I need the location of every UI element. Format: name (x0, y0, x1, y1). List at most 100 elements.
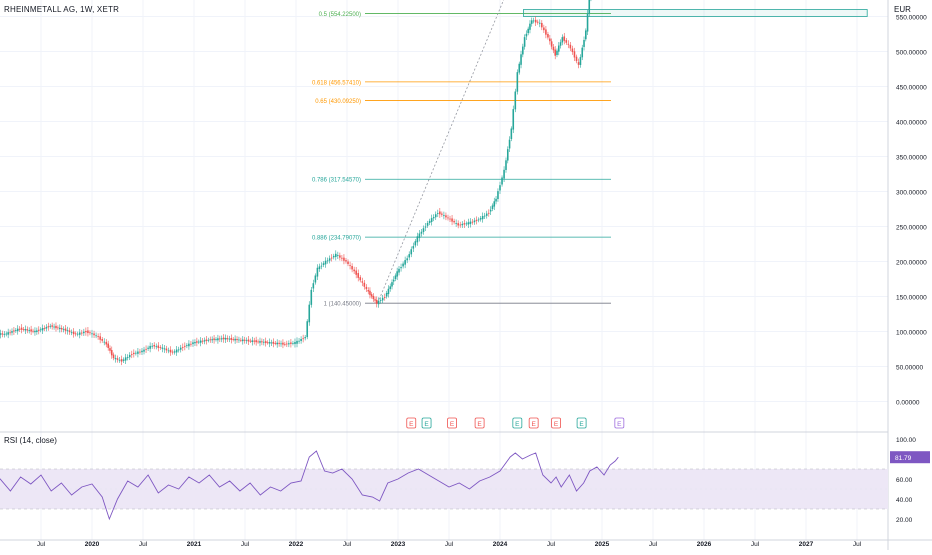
candle-body (416, 236, 419, 243)
earnings-marker (447, 417, 457, 429)
rsi-band (0, 469, 888, 509)
candle-body (224, 337, 227, 340)
candle-body (207, 339, 210, 341)
candle-body (485, 213, 488, 216)
candle-body (197, 341, 200, 343)
candle-body (529, 23, 531, 30)
price-tick-label: 200.00000 (896, 260, 927, 267)
candle-body (95, 335, 97, 337)
candle-body (255, 340, 257, 343)
candle-body (585, 30, 587, 40)
candle-body (20, 327, 23, 330)
earnings-marker-label: E (477, 421, 482, 428)
candle-body (32, 330, 34, 332)
price-tick-label: 300.00000 (896, 190, 927, 197)
candle-body (518, 63, 521, 73)
candle-body (383, 297, 386, 298)
candle-body (318, 266, 321, 270)
candle-body (379, 300, 382, 301)
candle-body (232, 339, 235, 340)
candle-body (508, 139, 511, 149)
candle-body (310, 289, 313, 305)
candle-body (49, 325, 52, 327)
candle-body (392, 279, 395, 282)
candle-body (249, 340, 252, 342)
candle-body (536, 21, 539, 23)
candle-body (288, 343, 290, 345)
candle-body (220, 338, 223, 340)
candle-body (554, 49, 557, 56)
candle-body (268, 342, 271, 344)
candle-body (74, 333, 77, 335)
candle-body (520, 54, 522, 65)
candle-body (259, 341, 261, 343)
candle-body (312, 283, 315, 289)
candle-body (190, 343, 192, 345)
candle-body (66, 330, 69, 332)
candle-body (365, 286, 368, 290)
candle-body (85, 331, 87, 333)
candle-body (105, 341, 108, 345)
candle-body (3, 333, 6, 335)
candle-body (420, 231, 423, 234)
candle-body (211, 339, 213, 341)
candle-body (139, 351, 141, 353)
candle-body (487, 212, 490, 214)
candle-body (402, 263, 404, 267)
candle-body (64, 328, 67, 331)
time-tick-label: Jul (547, 541, 556, 548)
currency-label: EUR (894, 5, 911, 14)
candle-body (184, 345, 186, 347)
candle-body (330, 257, 333, 259)
candle-body (203, 340, 206, 342)
candle-body (126, 357, 129, 358)
time-tick-label: Jul (649, 541, 658, 548)
fib-level-label: 0.5 (554.22500) (319, 12, 361, 18)
candle-body (24, 329, 27, 331)
time-tick-label: 2023 (391, 541, 406, 548)
candle-body (457, 223, 459, 226)
rsi-value-badge (890, 451, 930, 464)
fib-trendline (377, 0, 505, 304)
candle-body (588, 0, 591, 14)
candle-body (215, 339, 217, 340)
candle-body (445, 215, 447, 218)
candle-body (264, 341, 267, 344)
candle-body (261, 341, 263, 343)
candle-body (530, 20, 533, 24)
candle-body (463, 223, 466, 225)
candle-body (370, 294, 373, 297)
candle-body (516, 72, 519, 92)
candle-body (314, 275, 317, 283)
candle-body (575, 56, 578, 62)
candle-body (253, 340, 256, 342)
candle-body (0, 333, 2, 335)
earnings-marker (421, 417, 432, 429)
candle-body (341, 257, 343, 259)
candle-body (41, 328, 44, 331)
candle-body (512, 109, 515, 130)
candle-body (300, 338, 302, 341)
candle-body (571, 48, 574, 53)
time-tick-label: 2020 (85, 541, 100, 548)
candle-body (465, 223, 468, 225)
earnings-marker (576, 417, 587, 429)
candle-body (245, 340, 248, 342)
candle-body (404, 260, 406, 265)
candle-body (389, 286, 392, 289)
candle-body (469, 221, 472, 225)
time-tick-label: Jul (853, 541, 862, 548)
candle-body (523, 37, 526, 47)
candle-body (209, 339, 212, 341)
candle-body (263, 341, 265, 343)
candle-body (461, 223, 464, 226)
candle-body (59, 327, 61, 330)
candle-body (9, 332, 11, 334)
candle-body (147, 347, 149, 349)
candle-body (549, 38, 551, 42)
candle-body (455, 223, 457, 224)
candle-body (109, 348, 111, 351)
candle-body (43, 328, 46, 329)
